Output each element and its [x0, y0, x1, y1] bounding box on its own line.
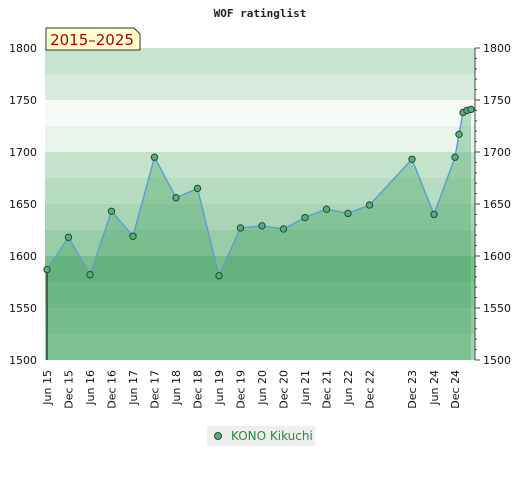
y-tick-label: 1550 — [9, 302, 37, 315]
data-point — [172, 194, 180, 202]
y-tick-label: 1750 — [483, 94, 511, 107]
y-tick-label: 1800 — [483, 42, 511, 55]
x-tick-label: Dec 20 — [278, 370, 291, 409]
data-point — [279, 225, 288, 233]
rating-band — [45, 152, 475, 178]
data-point — [455, 130, 463, 139]
y-tick-label: 1800 — [9, 42, 37, 55]
y-tick-label: 1550 — [483, 302, 511, 315]
data-points — [43, 105, 475, 280]
y-tick-label: 1650 — [483, 198, 511, 211]
right-axis-line — [474, 47, 480, 361]
x-tick-label: Jun 18 — [170, 370, 183, 406]
data-point — [107, 207, 116, 215]
data-point — [408, 155, 416, 163]
data-point — [430, 210, 438, 219]
data-point — [236, 224, 245, 232]
legend-label: KONO Kikuchi — [231, 429, 313, 443]
y-tick-label: 1650 — [9, 198, 37, 211]
x-tick-label: Jun 17 — [127, 370, 140, 406]
data-point — [64, 233, 73, 241]
y-axis-right: 1500 1550 1600 1650 1700 1750 1800 — [483, 42, 511, 367]
data-point — [86, 271, 94, 279]
x-tick-label: Dec 16 — [106, 370, 119, 409]
y-tick-label: 1600 — [9, 250, 37, 263]
legend[interactable]: KONO Kikuchi — [207, 426, 315, 446]
y-tick-label: 1600 — [483, 250, 511, 263]
period-label: 2015–2025 — [50, 31, 134, 49]
y-tick-label: 1700 — [483, 146, 511, 159]
y-tick-label: 1750 — [9, 94, 37, 107]
x-tick-label: Jun 20 — [256, 370, 269, 406]
chart-title: WOF ratinglist — [214, 7, 307, 20]
x-axis: Jun 15 Dec 15 Jun 16 Dec 16 Jun 17 Dec 17 Jun … — [41, 370, 462, 409]
data-point — [258, 222, 266, 230]
x-tick-label: Jun 15 — [41, 370, 54, 406]
data-point — [215, 272, 223, 280]
rating-band — [45, 74, 475, 100]
x-tick-label: Dec 18 — [192, 370, 205, 409]
rating-band — [45, 308, 475, 334]
x-tick-label: Jun 19 — [213, 370, 226, 406]
rating-band — [45, 282, 475, 308]
x-tick-label: Dec 15 — [63, 370, 76, 409]
legend-marker — [214, 432, 222, 440]
x-tick-label: Jun 24 — [428, 370, 441, 406]
x-tick-label: Jun 16 — [84, 370, 97, 406]
data-point — [451, 153, 459, 161]
rating-band — [45, 48, 475, 74]
x-tick-label: Jun 21 — [299, 370, 312, 406]
rating-band — [45, 230, 475, 256]
x-tick-label: Dec 23 — [406, 370, 419, 409]
y-tick-label: 1500 — [483, 354, 511, 367]
data-point — [365, 201, 374, 209]
rating-band — [45, 100, 475, 126]
rating-area — [47, 109, 471, 360]
data-point — [129, 232, 137, 240]
x-tick-label: Jun 22 — [342, 370, 355, 406]
data-point — [467, 105, 475, 114]
data-point — [344, 209, 352, 218]
data-point — [150, 153, 159, 161]
x-tick-label: Dec 17 — [149, 370, 162, 409]
data-point — [301, 213, 309, 222]
rating-band — [45, 178, 475, 204]
x-tick-label: Dec 22 — [364, 370, 377, 409]
rating-band — [45, 256, 475, 282]
rating-bands — [45, 48, 475, 360]
y-tick-label: 1500 — [9, 354, 37, 367]
rating-band — [45, 334, 475, 360]
y-axis-left: 1500 1550 1600 1650 1700 1750 1800 — [9, 42, 37, 367]
data-point — [322, 205, 331, 213]
x-tick-label: Dec 21 — [321, 370, 334, 409]
x-tick-label: Dec 19 — [235, 370, 248, 409]
data-point — [43, 265, 51, 274]
y-tick-label: 1700 — [9, 146, 37, 159]
x-tick-label: Dec 24 — [449, 370, 462, 409]
rating-band — [45, 126, 475, 152]
data-point — [193, 184, 202, 193]
period-badge: 2015–2025 — [45, 27, 141, 51]
